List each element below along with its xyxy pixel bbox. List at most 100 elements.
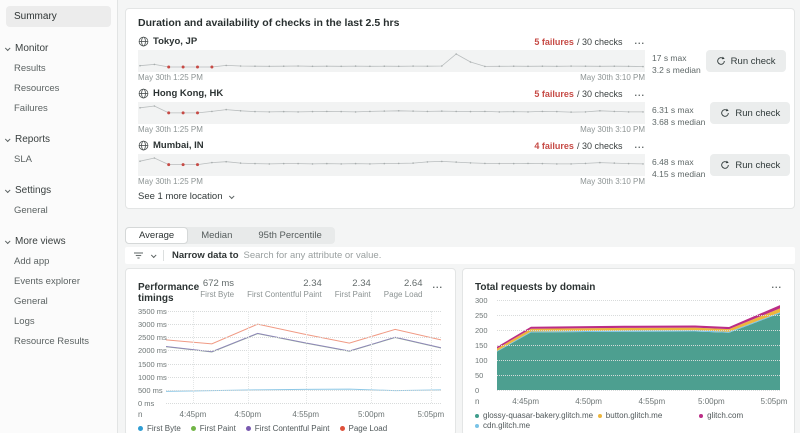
sidebar-sections: Monitor Results Resources Failures Reports SL…: [0, 39, 117, 351]
performance-chart[interactable]: 3500 ms 3000 ms 2500 ms 2000 ms 1500 ms 1000 …: [138, 307, 443, 408]
gridline: [497, 330, 780, 331]
filter-search-input[interactable]: [243, 250, 787, 261]
legend-dot: [475, 413, 479, 418]
legend-item-first-contentful-paint[interactable]: First Contentful Paint: [245, 424, 330, 433]
x-axis-label: 5:00pm: [357, 410, 385, 419]
total-requests-title: Total requests by domain: [475, 282, 596, 293]
gridline: [371, 311, 373, 403]
y-axis-label: 250: [475, 311, 488, 320]
sidebar-section-more-views[interactable]: More views: [0, 232, 117, 251]
tab-95th-percentile[interactable]: 95th Percentile: [258, 230, 322, 241]
legend-item-glitch-com[interactable]: glitch.com: [699, 411, 782, 420]
run-check-label: Run check: [735, 159, 781, 171]
x-axis-label: n: [475, 397, 480, 406]
run-check-button[interactable]: Run check: [710, 154, 791, 176]
legend-item-page-load[interactable]: Page Load: [339, 424, 387, 433]
sidebar-item-failures[interactable]: Failures: [14, 102, 48, 114]
checks-count: / 30 checks: [576, 36, 623, 47]
row-menu-icon[interactable]: ...: [634, 140, 645, 150]
performance-x-axis: n 4:45pm 4:50pm 4:55pm 5:00pm 5:05pm: [138, 410, 445, 420]
max-duration: 17 s max: [652, 53, 687, 63]
x-axis-label: 4:55pm: [638, 397, 666, 406]
legend-dot: [138, 426, 143, 431]
run-check-label: Run check: [735, 107, 781, 119]
duration-sparkline[interactable]: [138, 50, 645, 72]
y-axis-label: 150: [475, 341, 488, 350]
performance-timings-title: Performance timings: [138, 282, 200, 304]
sidebar-item-results[interactable]: Results: [14, 62, 46, 74]
location-row: Mumbai, IN 4 failures / 30 checks ... Ma…: [138, 139, 791, 186]
gridline: [166, 376, 441, 378]
legend-dot: [339, 426, 345, 431]
sidebar-item-logs[interactable]: Logs: [14, 315, 35, 327]
checks-title: Duration and availability of checks in t…: [138, 17, 400, 29]
panel-menu-icon[interactable]: ...: [771, 280, 782, 290]
sidebar-item-resource-results[interactable]: Resource Results: [14, 335, 89, 347]
start-time: May 30th 1:25 PM: [138, 125, 203, 134]
tab-median[interactable]: Median: [201, 230, 233, 241]
legend-dot: [190, 426, 196, 431]
chevron-down-icon: [4, 44, 11, 51]
sidebar-item-events-explorer[interactable]: Events explorer: [14, 275, 81, 287]
gridline: [166, 311, 441, 312]
globe-icon: [138, 140, 149, 151]
max-duration: 6.48 s max: [652, 157, 694, 167]
tab-average[interactable]: Average: [125, 227, 189, 244]
x-axis-label: 5:05pm: [417, 410, 445, 419]
y-axis-label: 3500 ms: [138, 307, 167, 316]
gridline: [497, 375, 780, 376]
x-axis-label: 4:50pm: [234, 410, 262, 419]
row-menu-icon[interactable]: ...: [634, 36, 645, 46]
divider: [163, 250, 164, 261]
sidebar-item-resources[interactable]: Resources: [14, 82, 60, 94]
chevron-down-icon: [228, 192, 235, 199]
gridline: [247, 311, 249, 403]
see-more-locations-link[interactable]: See 1 more location: [138, 191, 782, 202]
y-axis-label: 0: [475, 386, 480, 395]
duration-sparkline[interactable]: [138, 102, 645, 124]
checks-panel: Duration and availability of checks in t…: [125, 8, 795, 209]
y-axis-label: 500 ms: [138, 385, 163, 395]
legend-item-first-paint[interactable]: First Paint: [190, 424, 236, 433]
legend-item-glossy-quasar-bakery-glitch-me[interactable]: glossy-quasar-bakery.glitch.me: [475, 411, 598, 420]
legend-item-cdn-glitch-me[interactable]: cdn.glitch.me: [475, 421, 598, 430]
locations-list: Tokyo, JP 5 failures / 30 checks ... May…: [138, 35, 791, 186]
duration-stats: 6.48 s max 4.15 s median: [652, 156, 705, 180]
legend-item-first-byte[interactable]: First Byte: [138, 424, 181, 433]
filter-icon[interactable]: [133, 250, 144, 261]
gridline: [192, 311, 194, 403]
legend-dot: [699, 413, 704, 418]
sidebar-item-add-app[interactable]: Add app: [14, 255, 50, 267]
sidebar: Summary Monitor Results Resources Failures R…: [0, 0, 118, 433]
y-axis-label: 3000 ms: [138, 320, 167, 330]
sidebar-section-monitor[interactable]: Monitor: [0, 39, 117, 58]
checks-count: / 30 checks: [576, 88, 623, 99]
row-menu-icon[interactable]: ...: [634, 88, 645, 98]
panel-menu-icon[interactable]: ...: [432, 280, 443, 290]
start-time: May 30th 1:25 PM: [138, 177, 203, 186]
start-time: May 30th 1:25 PM: [138, 73, 203, 82]
sparkline-time-range: May 30th 1:25 PM May 30th 3:10 PM: [138, 73, 645, 82]
run-check-button[interactable]: Run check: [710, 102, 791, 124]
sidebar-item-sla[interactable]: SLA: [14, 153, 32, 165]
run-check-button[interactable]: Run check: [705, 50, 786, 72]
gridline: [497, 390, 780, 391]
metric-first-contentful-paint: 2.34 First Contentful Paint: [247, 278, 322, 299]
sidebar-section-reports[interactable]: Reports: [0, 130, 117, 149]
chevron-down-icon[interactable]: [150, 251, 157, 258]
requests-chart[interactable]: 300 250 200 150 100 50 0: [475, 296, 782, 395]
sidebar-section-settings[interactable]: Settings: [0, 181, 117, 200]
legend-item-button-glitch-me[interactable]: button.glitch.me: [597, 411, 699, 420]
y-axis-label: 300: [475, 296, 488, 305]
sidebar-item-general[interactable]: General: [14, 295, 48, 307]
filter-label: Narrow data to: [172, 250, 239, 261]
gridline: [497, 300, 780, 301]
aggregation-tabs: Average Median 95th Percentile: [125, 227, 335, 244]
metric-first-byte: 672 ms First Byte: [200, 278, 235, 299]
duration-sparkline[interactable]: [138, 154, 645, 176]
x-axis-label: 4:45pm: [512, 397, 539, 406]
sidebar-item-summary[interactable]: Summary: [6, 6, 111, 27]
x-axis-label: 5:05pm: [760, 397, 788, 406]
sidebar-item-general[interactable]: General: [14, 204, 48, 216]
